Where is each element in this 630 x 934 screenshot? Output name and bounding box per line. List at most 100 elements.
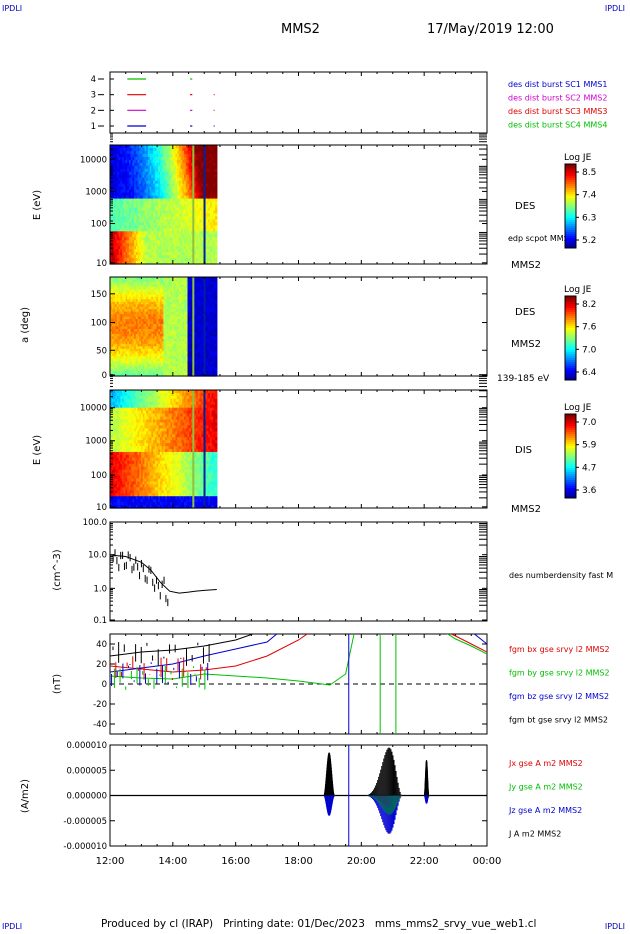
heatmap-cell (132, 246, 135, 250)
heatmap-cell (110, 301, 113, 305)
heatmap-cell (211, 156, 214, 161)
heatmap-cell (182, 309, 185, 313)
heatmap-cell (135, 195, 139, 200)
heatmap-cell (165, 294, 168, 298)
heatmap-cell (139, 306, 142, 310)
heatmap-cell (110, 156, 113, 161)
heatmap-cell (137, 165, 140, 170)
heatmap-cell (123, 368, 127, 372)
heatmap-cell (170, 319, 173, 323)
heatmap-cell (175, 240, 178, 244)
heatmap-cell (190, 356, 194, 360)
heatmap-cell (146, 304, 149, 308)
heatmap-cell (177, 261, 180, 265)
heatmap-cell (194, 207, 197, 212)
heatmap-cell (201, 306, 204, 310)
heatmap-cell (185, 192, 189, 197)
heatmap-cell (144, 326, 147, 330)
heatmap-cell (166, 291, 170, 295)
heatmap-cell (156, 331, 159, 335)
heatmap-cell (180, 246, 183, 250)
heatmap-cell (189, 177, 192, 182)
heatmap-cell (178, 361, 182, 365)
heatmap-cell (208, 249, 211, 253)
heatmap-cell (123, 246, 127, 250)
colorbar-tick: 8.5 (582, 168, 596, 178)
heatmap-cell (116, 189, 120, 194)
heatmap-cell (206, 198, 209, 203)
heatmap-cell (149, 162, 152, 167)
heatmap-cell (120, 343, 123, 347)
heatmap-cell (166, 356, 170, 360)
heatmap-cell (156, 356, 159, 360)
heatmap-cell (120, 183, 123, 188)
heatmap-cell (182, 213, 185, 217)
heatmap-cell (120, 261, 123, 265)
heatmap-cell (159, 153, 163, 158)
heatmap-cell (194, 281, 197, 286)
heatmap-cell (194, 147, 197, 152)
heatmap-cell (154, 216, 158, 220)
heatmap-cell (142, 286, 146, 290)
heatmap-cell (144, 201, 147, 206)
heatmap-cell (190, 180, 194, 185)
heatmap-cell (166, 213, 170, 217)
heatmap-cell (184, 333, 187, 337)
heatmap-cell (141, 331, 144, 335)
heatmap-cell (170, 343, 173, 347)
heatmap-cell (159, 358, 163, 362)
heatmap-cell (135, 249, 139, 253)
heatmap-cell (128, 192, 132, 197)
heatmap-cell (178, 228, 182, 232)
heatmap-cell (187, 192, 190, 197)
colorbar-cell (565, 240, 576, 243)
heatmap-cell (175, 234, 178, 238)
heatmap-cell (135, 277, 139, 281)
heatmap-cell (110, 198, 113, 203)
heatmap-cell (139, 204, 142, 209)
heatmap-cell (206, 150, 209, 155)
heatmap-cell (130, 231, 133, 235)
heatmap-cell (134, 261, 137, 265)
heatmap-cell (128, 338, 132, 342)
heatmap-cell (141, 234, 144, 238)
heatmap-cell (113, 346, 116, 350)
heatmap-cell (110, 338, 113, 342)
heatmap-cell (194, 192, 197, 197)
heatmap-cell (130, 165, 133, 170)
heatmap-cell (168, 255, 171, 259)
heatmap-cell (184, 240, 187, 244)
heatmap-cell (151, 314, 154, 318)
heatmap-cell (147, 168, 151, 173)
heatmap-cell (211, 145, 214, 149)
heatmap-cell (194, 368, 197, 372)
heatmap-cell (151, 294, 154, 298)
heatmap-cell (116, 153, 120, 158)
heatmap-cell (139, 277, 142, 281)
heatmap-cell (151, 246, 154, 250)
y-tick-label: 1000 (85, 187, 107, 197)
heatmap-cell (153, 296, 156, 300)
heatmap-cell (185, 284, 189, 288)
heatmap-cell (166, 336, 170, 340)
heatmap-cell (153, 171, 156, 176)
heatmap-cell (154, 177, 158, 182)
heatmap-cell (196, 246, 199, 250)
heatmap-cell (182, 343, 185, 347)
heatmap-cell (146, 291, 149, 295)
heatmap-cell (177, 351, 180, 355)
heatmap-cell (161, 284, 165, 288)
heatmap-cell (146, 168, 149, 173)
heatmap-cell (142, 343, 146, 347)
heatmap-cell (153, 281, 156, 286)
heatmap-cell (125, 328, 128, 333)
heatmap-cell (154, 368, 158, 372)
heatmap-cell (177, 222, 180, 226)
heatmap-cell (166, 180, 170, 185)
heatmap-cell (204, 240, 208, 244)
heatmap-cell (115, 249, 118, 253)
heatmap-cell (132, 219, 135, 223)
heatmap-cell (151, 331, 154, 335)
heatmap-cell (137, 162, 140, 167)
heatmap-cell (206, 261, 209, 265)
